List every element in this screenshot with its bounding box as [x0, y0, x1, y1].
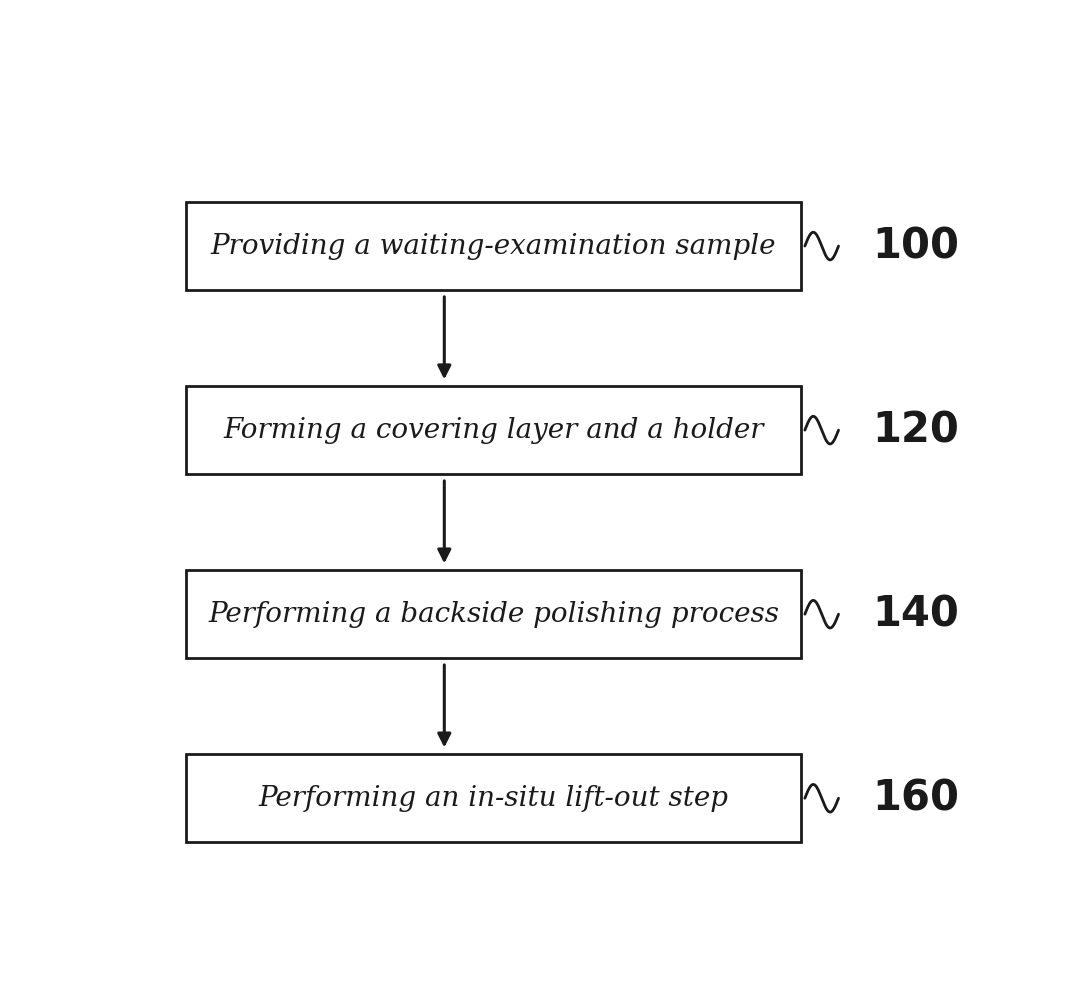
FancyBboxPatch shape — [187, 570, 800, 658]
FancyBboxPatch shape — [187, 754, 800, 843]
Text: 120: 120 — [872, 409, 959, 451]
Text: 140: 140 — [872, 594, 959, 635]
Text: Providing a waiting-examination sample: Providing a waiting-examination sample — [211, 232, 776, 260]
Text: Performing a backside polishing process: Performing a backside polishing process — [207, 601, 779, 627]
FancyBboxPatch shape — [187, 386, 800, 474]
Text: Performing an in-situ lift-out step: Performing an in-situ lift-out step — [258, 785, 729, 812]
FancyBboxPatch shape — [187, 202, 800, 290]
Text: 100: 100 — [872, 225, 959, 267]
Text: Forming a covering layer and a holder: Forming a covering layer and a holder — [224, 416, 763, 443]
Text: 160: 160 — [872, 777, 959, 820]
